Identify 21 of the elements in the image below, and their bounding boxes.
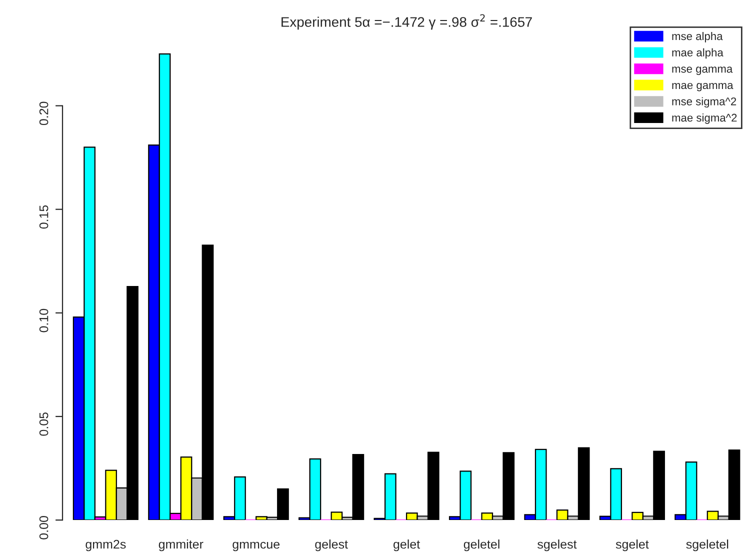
legend-label: mse alpha bbox=[672, 32, 723, 42]
x-tick-label: gmmiter bbox=[158, 540, 204, 552]
x-tick-label: gelet bbox=[394, 540, 420, 552]
legend-label: mae sigma^2 bbox=[672, 114, 737, 124]
y-tick-label: 0.20 bbox=[39, 102, 48, 126]
x-tick-label: gelest bbox=[315, 540, 348, 552]
y-tick-label: 0.05 bbox=[39, 412, 48, 436]
x-tick-label: geletel bbox=[464, 540, 500, 552]
legend-label: mae gamma bbox=[672, 82, 734, 92]
legend-label: mse sigma^2 bbox=[672, 97, 736, 108]
x-tick-label: gmm2s bbox=[86, 540, 126, 552]
x-tick-label: sgelest bbox=[538, 540, 577, 552]
y-tick-label: 0.00 bbox=[39, 516, 48, 540]
legend-label: mse gamma bbox=[672, 66, 733, 75]
chart-title: Experiment 5α =−.1472 γ =.98 σ$^{2}$ =.1657 bbox=[282, 14, 532, 30]
y-tick-label: 0.10 bbox=[39, 308, 48, 332]
legend-label: mae alpha bbox=[672, 48, 724, 59]
x-tick-label: sgeletel bbox=[686, 540, 728, 552]
x-tick-label: sgelet bbox=[616, 540, 649, 552]
x-tick-label: gmmcue bbox=[232, 542, 280, 552]
y-tick-label: 0.15 bbox=[39, 205, 48, 229]
